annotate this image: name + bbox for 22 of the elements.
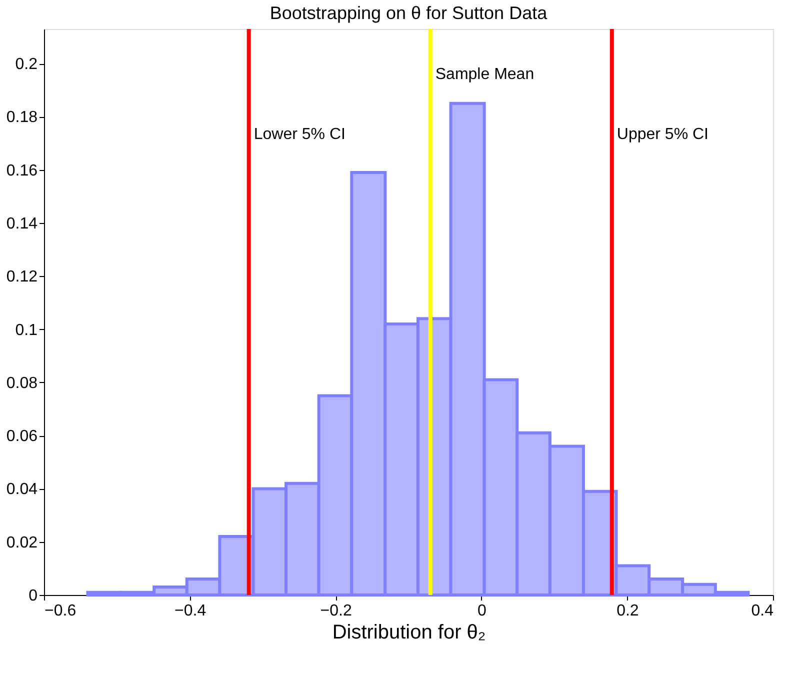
y-tick-label: 0.04 bbox=[6, 481, 38, 498]
y-tick-label: 0.1 bbox=[15, 322, 38, 339]
x-tick-label: −0.6 bbox=[44, 602, 76, 620]
chart-title: Bootstrapping on θ for Sutton Data bbox=[270, 3, 548, 23]
y-tick-label: 0.16 bbox=[6, 162, 38, 180]
ref-line-label: Lower 5% CI bbox=[254, 126, 346, 143]
y-tick-label: 0.06 bbox=[6, 428, 38, 446]
x-axis-title: Distribution for θ₂ bbox=[332, 622, 486, 644]
y-tick-label: 0.08 bbox=[6, 374, 38, 392]
x-tick-label: 0 bbox=[477, 602, 486, 620]
y-tick-label: 0.2 bbox=[15, 56, 38, 74]
x-tick-label: −0.2 bbox=[320, 602, 352, 620]
y-tick-label: 0 bbox=[28, 588, 38, 604]
y-tick-label: 0.18 bbox=[6, 109, 38, 126]
ref-line-label: Upper 5% CI bbox=[616, 126, 708, 143]
y-tick-label: 0.12 bbox=[6, 268, 38, 286]
y-tick-label: 0.14 bbox=[6, 215, 38, 232]
ref-line-label: Sample Mean bbox=[435, 66, 534, 83]
x-tick-label: 0.2 bbox=[616, 602, 639, 620]
x-tick-label: 0.4 bbox=[751, 602, 774, 620]
y-tick-label: 0.02 bbox=[6, 534, 38, 552]
x-tick-label: −0.4 bbox=[174, 602, 206, 620]
